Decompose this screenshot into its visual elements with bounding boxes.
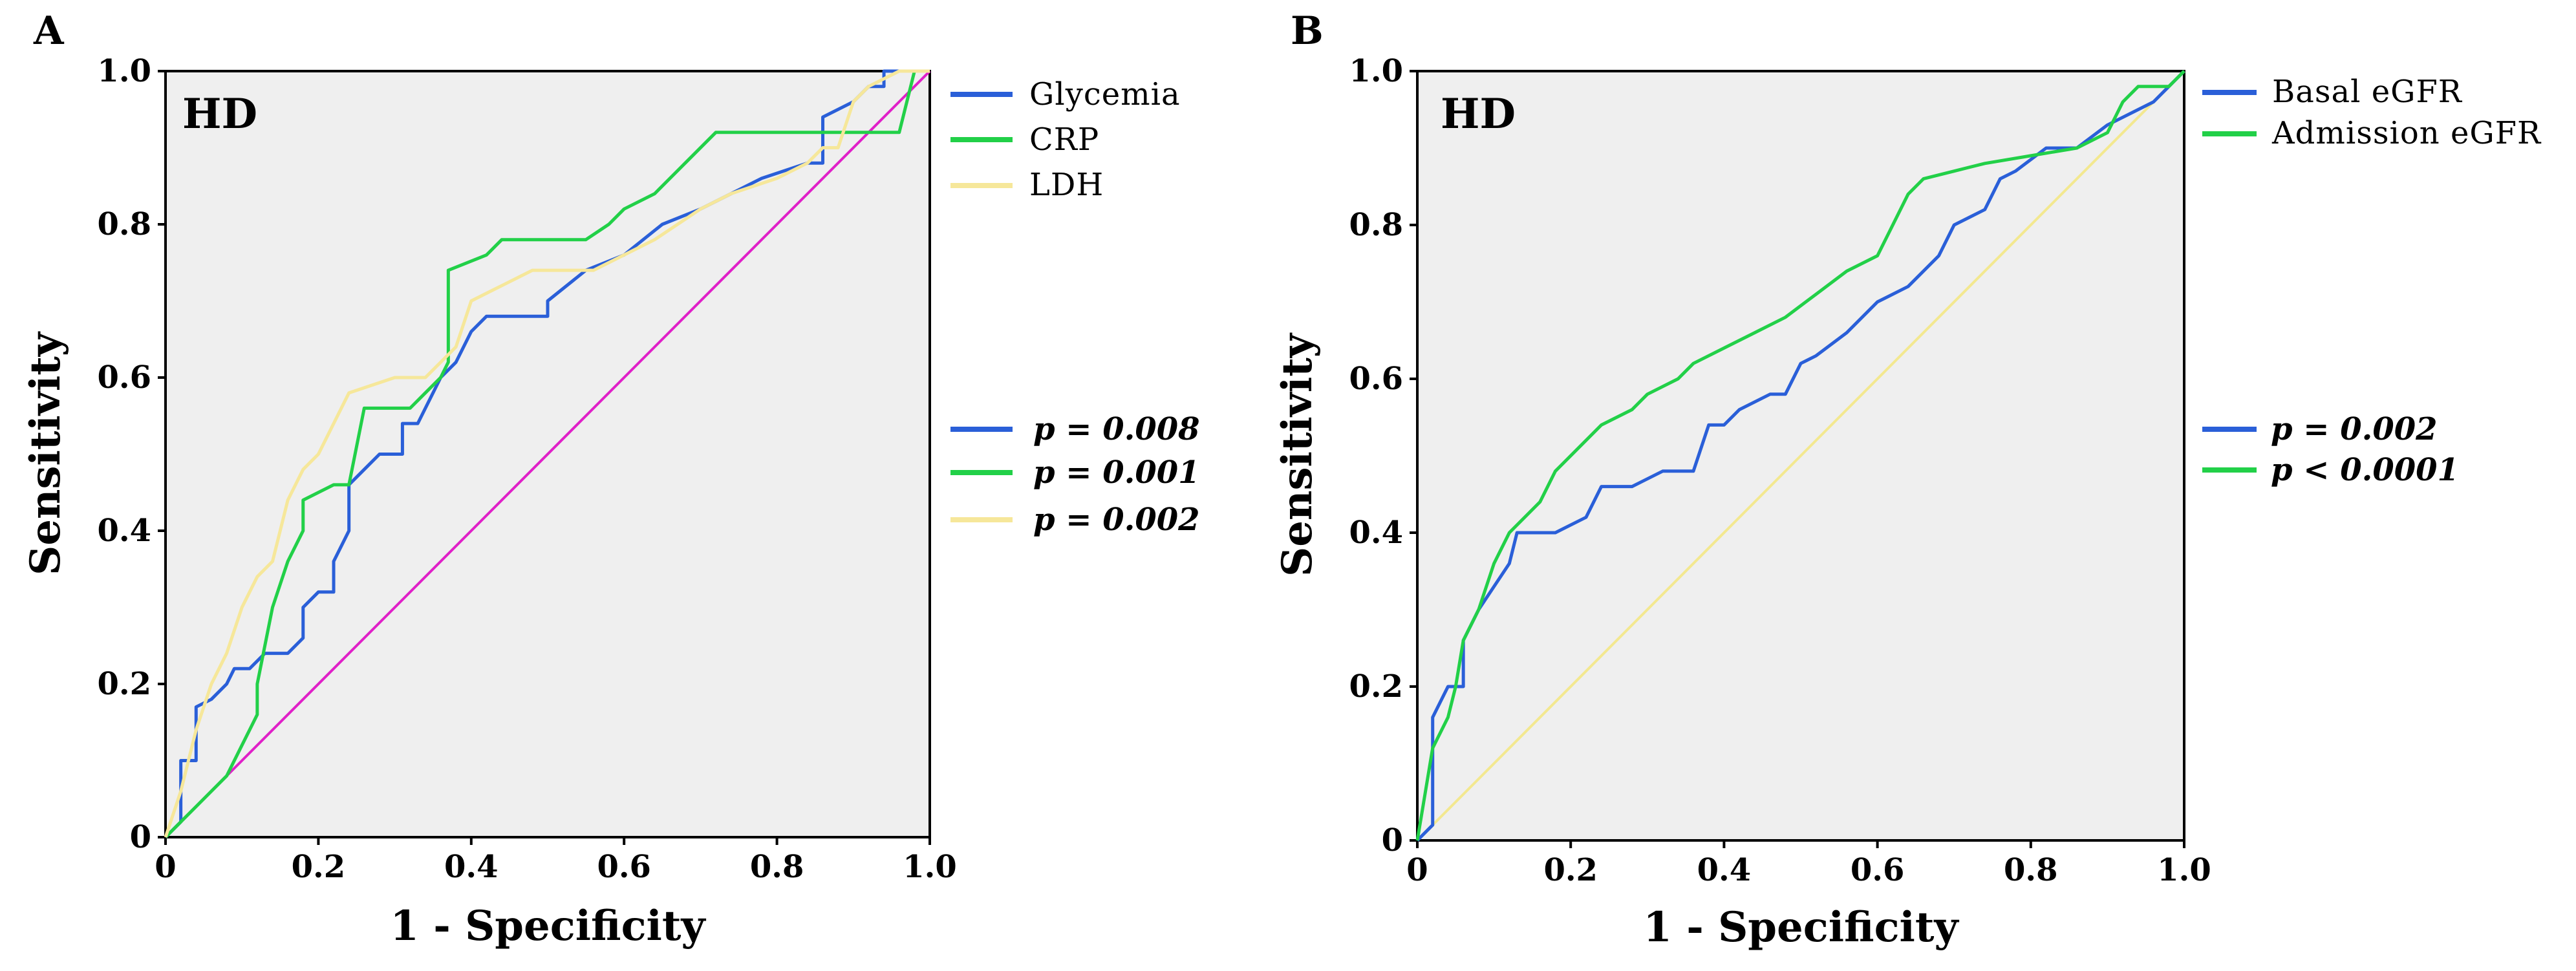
panel-b-y-tick-label: 0.8 bbox=[1349, 207, 1403, 243]
panel-b-x-tick-label: 0 bbox=[1406, 852, 1428, 888]
panel-a-y-tick-label: 0.2 bbox=[97, 666, 151, 702]
panel-a-series-crp bbox=[164, 69, 930, 838]
legend-label-admission-egfr: Admission eGFR bbox=[2271, 115, 2542, 151]
panel-a-series-ldh bbox=[164, 69, 930, 838]
panel-a-reference-line bbox=[164, 70, 931, 838]
panel-b-letter: B bbox=[1291, 8, 1324, 54]
panel-a-y-tick-label: 1.0 bbox=[97, 53, 151, 89]
panel-a-legend: Glycemia CRP LDH bbox=[950, 76, 1181, 203]
panel-a-series bbox=[164, 69, 931, 838]
panel-a-x-tick-label: 0.6 bbox=[597, 849, 651, 885]
panel-a-letter: A bbox=[33, 8, 65, 54]
panel-b-y-tick-label: 1.0 bbox=[1349, 53, 1403, 89]
panel-b-reference-line bbox=[1416, 70, 2185, 842]
pvalue-label-crp: p = 0.001 bbox=[1033, 454, 1200, 491]
panel-a-y-tick-label: 0 bbox=[130, 819, 151, 855]
panel-b-x-tick-label: 0.8 bbox=[2004, 852, 2058, 888]
panel-b-series bbox=[1415, 70, 2185, 842]
panel-b-x-tick-label: 0.6 bbox=[1851, 852, 1905, 888]
panel-b-y-axis-label: Sensitivity bbox=[1273, 332, 1322, 577]
panel-b-series-admission-egfr bbox=[1415, 70, 2185, 841]
panel-b-y-tick-label: 0.6 bbox=[1349, 361, 1403, 397]
panel-b-axis-ticks: 0 0.2 0.4 0.6 0.8 1.0 0 0.2 0.4 0.6 0.8 1.0 bbox=[1349, 53, 2211, 888]
panel-a-pvalue-legend: p = 0.008 p = 0.001 p = 0.002 bbox=[950, 411, 1200, 538]
panel-a-axis-ticks: 0 0.2 0.4 0.6 0.8 1.0 0 0.2 0.4 0.6 0.8 1.0 bbox=[97, 53, 956, 885]
panel-b-y-tick-label: 0.4 bbox=[1349, 515, 1403, 551]
pvalue-label-ldh: p = 0.002 bbox=[1033, 502, 1200, 538]
panel-b-x-axis-label: 1 - Specificity bbox=[1643, 903, 1959, 952]
pvalue-label-glycemia: p = 0.008 bbox=[1033, 411, 1200, 447]
pvalue-label-basal-egfr: p = 0.002 bbox=[2271, 411, 2438, 447]
panel-a-x-tick-label: 0.8 bbox=[750, 849, 804, 885]
panel-a-hd-label: HD bbox=[182, 90, 257, 138]
legend-label-basal-egfr: Basal eGFR bbox=[2272, 74, 2463, 110]
panel-a-y-axis-label: Sensitivity bbox=[21, 331, 70, 575]
legend-label-crp: CRP bbox=[1029, 122, 1099, 158]
panel-b-x-tick-label: 1.0 bbox=[2157, 852, 2211, 888]
panel-a-x-tick-label: 1.0 bbox=[903, 849, 957, 885]
panel-a-y-tick-label: 0.8 bbox=[97, 206, 151, 242]
legend-label-ldh: LDH bbox=[1029, 167, 1104, 203]
panel-a-x-tick-label: 0.2 bbox=[292, 849, 346, 885]
panel-b: B 0 0.2 0.4 0.6 0.8 1.0 0 0.2 0.4 0.6 0.8 1.0 HD 1 … bbox=[1273, 8, 2542, 952]
panel-a-x-tick-label: 0 bbox=[155, 849, 176, 885]
panel-a-x-axis-label: 1 - Specificity bbox=[390, 902, 706, 950]
panel-b-y-tick-label: 0.2 bbox=[1349, 668, 1403, 705]
legend-label-glycemia: Glycemia bbox=[1029, 76, 1181, 112]
panel-b-legend: Basal eGFR Admission eGFR bbox=[2202, 74, 2542, 151]
panel-a: A 0 0.2 0.4 0.6 0.8 1.0 0 0.2 0.4 0.6 0.8 1.0 HD 1 … bbox=[21, 8, 1200, 950]
panel-b-x-tick-label: 0.4 bbox=[1697, 852, 1752, 888]
panel-a-y-tick-label: 0.4 bbox=[97, 513, 151, 549]
panel-a-x-tick-label: 0.4 bbox=[444, 849, 499, 885]
panel-b-x-tick-label: 0.2 bbox=[1543, 852, 1598, 888]
panel-a-y-tick-label: 0.6 bbox=[97, 359, 151, 396]
panel-b-hd-label: HD bbox=[1441, 90, 1516, 138]
pvalue-label-admission-egfr: p < 0.0001 bbox=[2271, 452, 2459, 488]
panel-b-y-tick-label: 0 bbox=[1382, 822, 1403, 859]
panel-b-pvalue-legend: p = 0.002 p < 0.0001 bbox=[2202, 411, 2459, 488]
